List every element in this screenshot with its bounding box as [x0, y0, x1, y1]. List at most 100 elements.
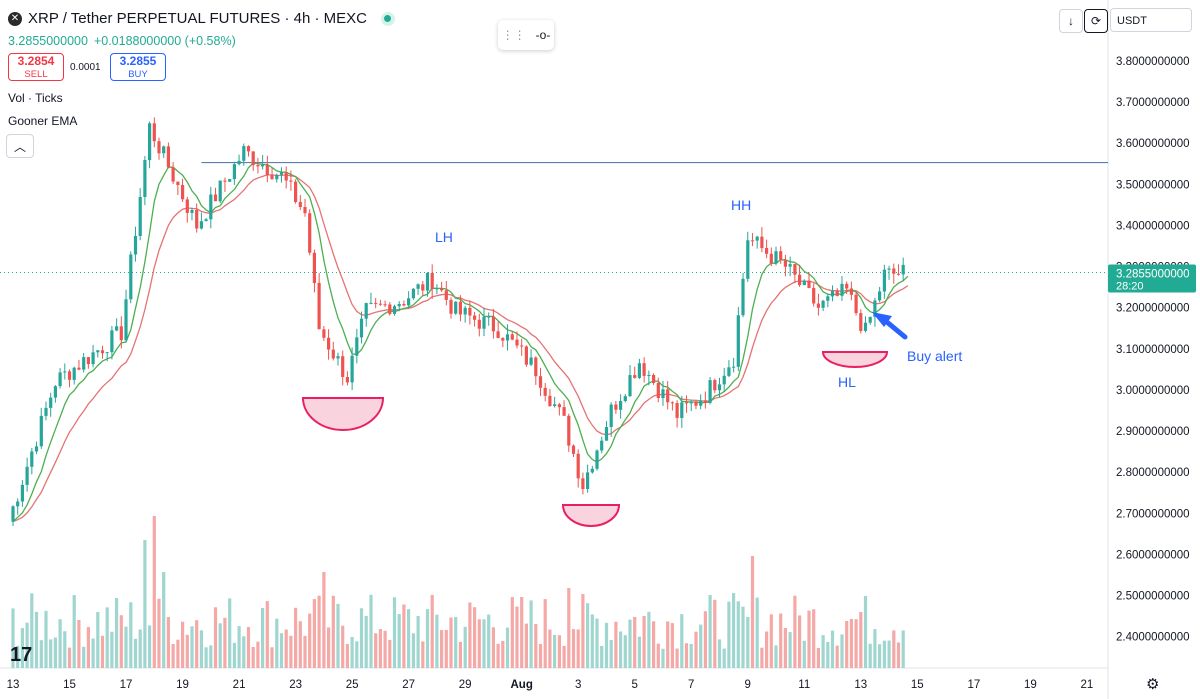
volume-bar	[336, 603, 340, 668]
candle-body	[477, 319, 481, 329]
candle-body	[882, 269, 886, 292]
volume-bar	[25, 622, 29, 668]
tradingview-logo-icon[interactable]: 17	[10, 644, 33, 666]
volume-bar	[53, 637, 57, 668]
candle-body	[44, 407, 48, 416]
volume-bar	[143, 540, 147, 668]
volume-bar	[896, 642, 901, 668]
volume-bar	[341, 625, 345, 668]
candle-body	[501, 338, 505, 341]
candle-body	[430, 273, 434, 290]
volume-bar	[327, 627, 331, 668]
candle-body	[435, 288, 439, 290]
candle-body	[590, 468, 594, 473]
candle-body	[741, 278, 745, 316]
candle-body	[279, 172, 284, 175]
floating-drawing-toolbar[interactable]: ⋮⋮ -o-	[498, 20, 554, 50]
volume-bar	[854, 619, 858, 668]
volume-bar	[821, 635, 825, 668]
symbol-title[interactable]: XRP / Tether PERPETUAL FUTURES · 4h · ME…	[28, 10, 367, 27]
candle-body	[807, 280, 811, 288]
candle-body	[845, 283, 849, 289]
candle-body	[228, 179, 232, 182]
candle-body	[378, 303, 382, 305]
sell-button[interactable]: 3.2854 SELL	[8, 53, 64, 81]
candle-body	[505, 334, 510, 341]
candle-body	[868, 316, 872, 323]
volume-bar	[642, 616, 646, 668]
volume-bar	[680, 614, 684, 668]
settings-gear-icon[interactable]: ⚙	[1146, 676, 1160, 693]
candle-body	[185, 199, 189, 213]
volume-bar	[581, 594, 585, 668]
candle-body	[896, 273, 901, 275]
candle-body	[359, 318, 364, 338]
volume-bar	[524, 623, 528, 668]
volume-bar	[746, 616, 750, 668]
volume-bar	[571, 629, 576, 668]
last-price: 3.2855000000	[8, 34, 88, 48]
volume-bar	[892, 630, 896, 668]
candle-body	[355, 337, 359, 356]
volume-bar	[694, 631, 698, 668]
candle-body	[171, 167, 175, 182]
candle-body	[684, 402, 689, 404]
volume-bar	[878, 644, 882, 668]
volume-bar	[166, 617, 170, 668]
volume-bar	[190, 626, 194, 668]
candle-body	[595, 450, 599, 469]
volume-bar	[195, 620, 199, 668]
candle-body	[152, 123, 156, 142]
candle-body	[623, 396, 627, 401]
volume-bar	[619, 631, 623, 668]
candle-body	[63, 371, 67, 373]
volume-bar	[873, 629, 877, 668]
volume-bar	[868, 643, 872, 668]
volume-bar	[538, 644, 543, 668]
candle-body	[581, 478, 585, 489]
drag-handle-icon[interactable]: ⋮⋮	[501, 28, 526, 42]
volume-bar	[11, 608, 15, 668]
candle-body	[703, 400, 707, 403]
candle-body	[133, 236, 138, 255]
volume-bar	[689, 643, 693, 668]
x-tick-label: 13	[854, 679, 867, 691]
y-tick-label: 2.7000000000	[1116, 508, 1190, 520]
x-tick-label: 3	[575, 679, 581, 691]
candle-body	[524, 346, 528, 365]
volume-bar	[237, 626, 241, 668]
candle-body	[237, 160, 241, 165]
candle-body	[209, 194, 213, 220]
volume-bar	[567, 588, 571, 668]
volume-bar	[232, 642, 236, 668]
volume-bar	[557, 635, 561, 668]
candle-body	[736, 315, 740, 367]
volume-indicator-legend[interactable]: Vol · Ticks	[8, 91, 63, 105]
volume-bar	[430, 594, 434, 668]
candle-body	[67, 371, 72, 380]
currency-select[interactable]: USDT	[1110, 8, 1192, 32]
collapse-legend-button[interactable]: ︿	[6, 134, 34, 158]
buy-button[interactable]: 3.2855 BUY	[110, 53, 166, 81]
ema-indicator-legend[interactable]: Gooner EMA	[8, 114, 78, 128]
volume-bar	[882, 640, 886, 668]
download-arrow-icon[interactable]: ↓	[1059, 9, 1083, 33]
candle-body	[863, 322, 868, 331]
candle-body	[421, 284, 425, 291]
volume-bar	[454, 617, 458, 668]
volume-bar	[383, 630, 387, 668]
candle-body	[444, 290, 448, 300]
x-tick-label: 5	[632, 679, 638, 691]
candle-body	[124, 299, 128, 341]
candle-body	[887, 268, 891, 270]
volume-bar	[317, 595, 321, 668]
candle-body	[195, 210, 199, 229]
candle-body	[713, 380, 717, 391]
candle-body	[181, 185, 185, 200]
candle-body	[666, 389, 670, 403]
volume-bar	[590, 614, 594, 668]
candle-body	[487, 316, 491, 318]
fullscreen-icon[interactable]: ⟳	[1084, 9, 1108, 33]
horizontal-line-tool-icon[interactable]: -o-	[535, 28, 551, 42]
